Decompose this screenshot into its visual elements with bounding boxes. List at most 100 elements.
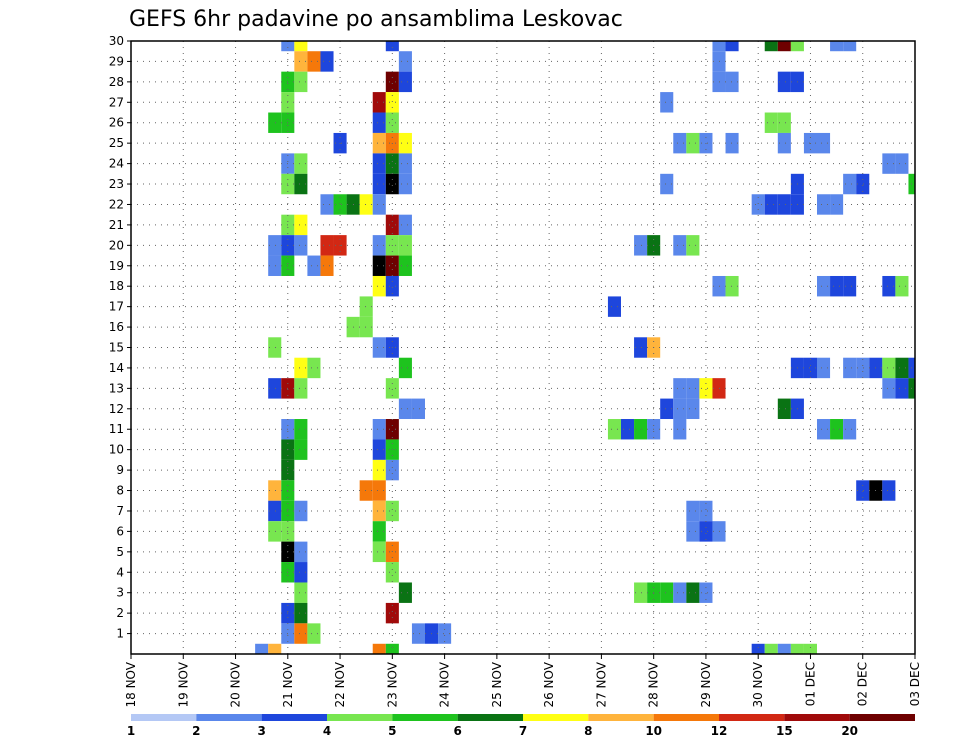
- heatmap-cell: [372, 480, 386, 501]
- heatmap-cell: [294, 500, 308, 522]
- heatmap-cell: [398, 235, 412, 256]
- heatmap-cell: [673, 582, 687, 603]
- y-tick-label: 19: [109, 259, 124, 273]
- heatmap-cell: [385, 562, 399, 583]
- y-tick-label: 22: [109, 197, 124, 211]
- heatmap-cell: [843, 357, 857, 379]
- heatmap-cell: [359, 296, 373, 317]
- y-tick-label: 15: [109, 341, 124, 355]
- heatmap-cell: [660, 582, 674, 603]
- y-tick-label: 17: [109, 300, 124, 314]
- heatmap-cell: [830, 419, 844, 440]
- colorbar-swatch: [196, 714, 262, 721]
- x-tick-label: 02 DEC: [856, 662, 870, 706]
- y-tick-label: 2: [116, 606, 124, 620]
- heatmap-cell: [634, 337, 648, 358]
- heatmap-cell: [830, 41, 844, 52]
- colorbar-swatch: [653, 714, 719, 721]
- heatmap-cell: [372, 235, 386, 256]
- heatmap-cell: [699, 521, 713, 542]
- chart-title: GEFS 6hr padavine po ansamblima Leskovac: [129, 7, 623, 32]
- heatmap-cell: [411, 398, 425, 420]
- heatmap-cell: [307, 51, 321, 72]
- y-tick-label: 6: [116, 524, 124, 538]
- heatmap-cell: [621, 419, 635, 440]
- x-tick-label: 23 NOV: [385, 661, 399, 707]
- heatmap-cell: [385, 173, 399, 195]
- y-tick-label: 3: [116, 586, 124, 600]
- heatmap-cell: [268, 643, 282, 654]
- heatmap-cell: [895, 153, 909, 174]
- heatmap-cell: [268, 500, 282, 522]
- heatmap-cell: [372, 439, 386, 460]
- x-tick-label: 30 NOV: [751, 661, 765, 707]
- heatmap-cell: [817, 194, 831, 215]
- heatmap-cell: [803, 643, 817, 654]
- heatmap-cell: [294, 235, 308, 256]
- heatmap-cell: [320, 255, 334, 276]
- heatmap-cell: [843, 173, 857, 195]
- x-tick-label: 18 NOV: [124, 661, 138, 707]
- heatmap-cell: [385, 71, 399, 93]
- colorbar-level-label: 2: [192, 724, 200, 738]
- heatmap-cell: [438, 623, 452, 644]
- colorbar-swatch: [392, 714, 458, 721]
- heatmap-cell: [895, 275, 909, 297]
- heatmap-cell: [294, 51, 308, 72]
- heatmap-cell: [856, 480, 870, 501]
- heatmap-cell: [307, 623, 321, 644]
- heatmap-cell: [385, 643, 399, 654]
- heatmap-cell: [777, 112, 791, 133]
- heatmap-cell: [268, 378, 282, 399]
- heatmap-cell: [268, 235, 282, 256]
- heatmap-cell: [320, 235, 334, 256]
- heatmap-cell: [320, 194, 334, 215]
- heatmap-cell: [686, 378, 700, 399]
- heatmap-cell: [294, 41, 308, 52]
- heatmap-cell: [359, 480, 373, 501]
- heatmap-cell: [673, 235, 687, 256]
- heatmap-cell: [268, 480, 282, 501]
- heatmap-cell: [895, 378, 909, 399]
- y-tick-label: 26: [109, 116, 124, 130]
- heatmap-cell: [686, 235, 700, 256]
- grid-lines: [130, 40, 916, 654]
- heatmap-cell: [372, 459, 386, 481]
- y-tick-label: 25: [109, 136, 124, 150]
- heatmap-cell: [699, 378, 713, 399]
- heatmap-cell: [660, 398, 674, 420]
- y-tick-label: 8: [116, 484, 124, 498]
- heatmap-cell: [882, 357, 896, 379]
- x-tick-label: 25 NOV: [490, 661, 504, 707]
- heatmap-cell: [398, 51, 412, 72]
- heatmap-cell: [673, 419, 687, 440]
- y-tick-label: 1: [116, 627, 124, 641]
- heatmap-cell: [777, 132, 791, 154]
- heatmap-cell: [882, 275, 896, 297]
- y-tick-label: 29: [109, 54, 124, 68]
- heatmap-cell: [398, 214, 412, 236]
- heatmap-cell: [372, 500, 386, 522]
- heatmap-cell: [634, 582, 648, 603]
- heatmap-cell: [882, 378, 896, 399]
- heatmap-cell: [307, 357, 321, 379]
- heatmap-cell: [634, 419, 648, 440]
- heatmap-cell: [660, 92, 674, 113]
- heatmap-cell: [411, 623, 425, 644]
- heatmap-cell: [385, 459, 399, 481]
- colorbar-level-label: 20: [841, 724, 858, 738]
- x-tick-label: 19 NOV: [176, 661, 190, 707]
- y-tick-label: 14: [109, 361, 124, 375]
- heatmap-cell: [817, 275, 831, 297]
- colorbar-swatch: [457, 714, 523, 721]
- heatmap-cell: [372, 112, 386, 133]
- colorbar-level-label: 7: [519, 724, 527, 738]
- heatmap-cell: [268, 255, 282, 276]
- colorbar-swatch: [261, 714, 327, 721]
- heatmap-cell: [372, 153, 386, 174]
- y-tick-label: 11: [109, 422, 124, 436]
- y-tick-label: 10: [109, 443, 124, 457]
- y-tick-label: 23: [109, 177, 124, 191]
- heatmap-cell: [764, 194, 778, 215]
